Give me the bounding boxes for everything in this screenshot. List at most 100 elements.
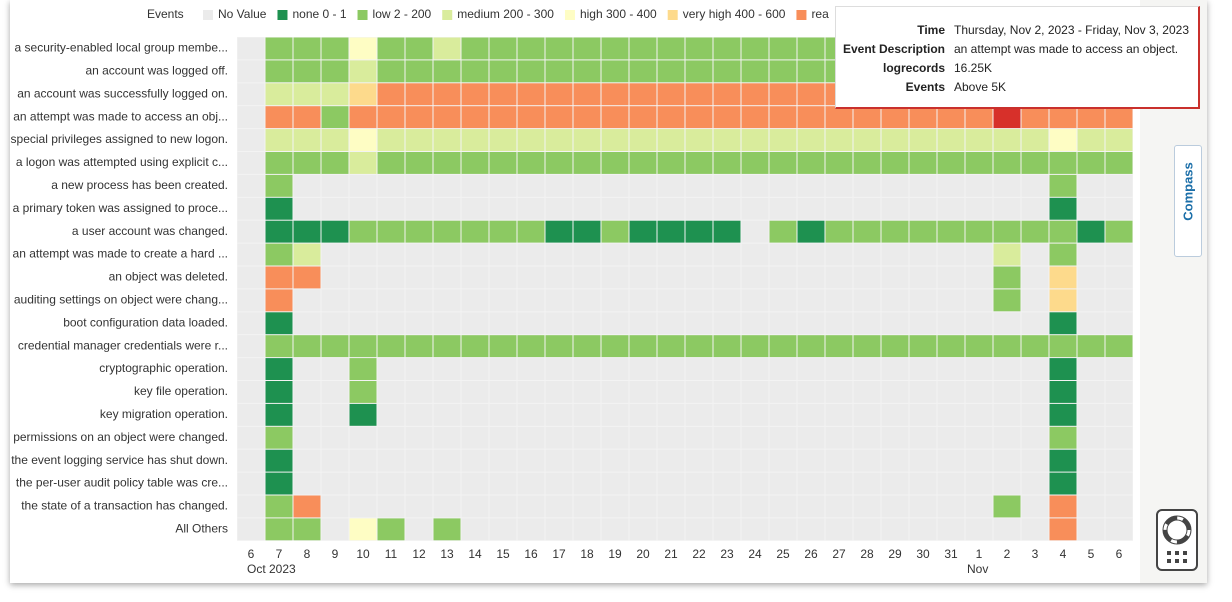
cell [713,495,741,518]
cell [741,426,769,449]
cell [433,129,461,151]
cell [237,472,265,495]
x-tick-label: 26 [804,547,818,561]
cell [685,129,713,151]
cell [909,106,937,129]
cell [433,152,461,174]
cell [629,83,657,106]
cell [1021,335,1049,358]
cell [265,449,293,472]
cell [713,60,741,83]
cell [1049,197,1077,220]
cell [489,60,517,83]
cell [293,220,321,243]
cell [545,152,573,174]
cell [629,37,657,60]
cell [965,197,993,220]
cell [573,60,601,83]
legend-swatch [796,10,807,20]
x-tick-label: 31 [944,547,958,561]
cell [881,152,909,174]
cell [629,266,657,289]
cell [629,197,657,220]
cell [937,495,965,518]
cell [657,518,685,541]
cell [349,381,377,403]
cell [1049,289,1077,312]
cell [265,266,293,289]
cell [601,220,629,243]
cell [993,518,1021,541]
cell [1077,472,1105,495]
cell [321,335,349,358]
cell [601,426,629,449]
cell [237,106,265,129]
cell [937,106,965,129]
cell [321,106,349,129]
cell [965,152,993,174]
cell [405,518,433,541]
x-tick-label: 6 [248,547,255,561]
cell [1077,518,1105,541]
cell [237,197,265,220]
cell [433,37,461,60]
cell [573,37,601,60]
help-button[interactable] [1156,509,1198,571]
cell [545,403,573,426]
cell [797,495,825,518]
cell [797,403,825,426]
cell [685,197,713,220]
cell [937,289,965,312]
cell [629,335,657,358]
cell [573,472,601,495]
cell [853,449,881,472]
cell [433,495,461,518]
cell [601,495,629,518]
x-group-label: Nov [967,562,988,576]
cell [349,37,377,60]
cell [237,449,265,472]
cell [1049,472,1077,495]
cell [629,243,657,266]
cell [405,266,433,289]
cell [1077,426,1105,449]
cell [265,289,293,312]
cell [377,220,405,243]
cell [545,518,573,541]
y-label: a primary token was assigned to proce... [13,201,228,215]
cell [461,60,489,83]
cell [797,174,825,197]
cell [321,358,349,380]
cell [797,312,825,335]
cell [377,197,405,220]
cell [265,495,293,518]
cell [797,472,825,495]
cell [377,335,405,358]
cell [461,518,489,541]
cell [965,129,993,151]
cell [265,518,293,541]
cell [265,83,293,106]
cell [825,220,853,243]
cell [937,335,965,358]
cell [321,426,349,449]
cell [545,129,573,151]
cell [769,495,797,518]
cell [265,60,293,83]
cell [237,403,265,426]
x-tick-label: 11 [385,547,398,561]
y-label: permissions on an object were changed. [13,430,228,444]
cell [1077,174,1105,197]
x-tick-label: 14 [468,547,482,561]
cell [461,381,489,403]
cell [237,152,265,174]
cell [1021,174,1049,197]
compass-tab[interactable]: Compass [1174,145,1202,257]
cell [601,106,629,129]
cell [517,83,545,106]
cell [461,243,489,266]
cell [377,403,405,426]
cell [293,426,321,449]
cell [741,518,769,541]
cell [769,106,797,129]
